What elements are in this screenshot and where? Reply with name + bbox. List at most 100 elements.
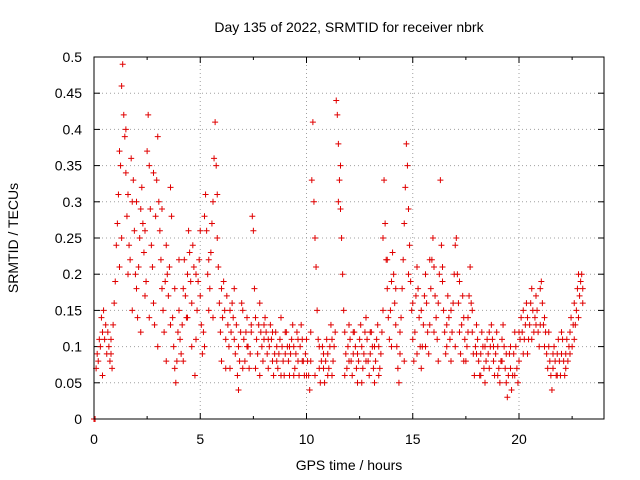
data-point	[133, 285, 140, 292]
data-point	[359, 365, 366, 372]
data-point	[149, 263, 156, 270]
data-point	[372, 358, 379, 365]
data-point	[398, 314, 405, 321]
data-point	[273, 343, 280, 350]
data-point	[571, 336, 578, 343]
data-point	[97, 343, 104, 350]
data-point	[193, 271, 199, 278]
data-point	[349, 372, 356, 379]
data-point	[448, 307, 454, 314]
data-point	[303, 372, 310, 379]
data-point	[312, 372, 318, 379]
data-point	[414, 263, 420, 270]
data-point	[366, 372, 373, 379]
data-point	[460, 358, 467, 365]
data-point	[152, 213, 159, 220]
data-point	[336, 177, 343, 184]
data-point	[293, 329, 300, 336]
data-point	[201, 213, 208, 220]
data-point	[453, 235, 460, 241]
data-point	[352, 343, 359, 350]
data-point	[443, 321, 450, 328]
data-point	[572, 321, 579, 328]
data-point	[146, 162, 153, 169]
data-point	[544, 365, 551, 372]
data-point	[252, 365, 259, 372]
data-point	[473, 321, 480, 328]
data-point	[222, 365, 229, 372]
data-point	[167, 184, 174, 191]
data-point	[204, 271, 211, 278]
data-point	[495, 365, 502, 372]
data-point	[163, 242, 170, 249]
data-point	[138, 184, 145, 191]
y-tick-label: 0	[74, 411, 82, 427]
data-point	[501, 343, 508, 350]
data-point	[303, 336, 310, 343]
data-point	[397, 350, 403, 357]
data-point	[165, 292, 172, 299]
data-point	[346, 358, 352, 365]
data-point	[533, 321, 539, 328]
data-point	[115, 191, 122, 198]
data-point	[465, 329, 471, 336]
data-point	[286, 343, 293, 350]
data-point	[267, 321, 274, 328]
data-point	[234, 372, 241, 379]
data-point	[184, 271, 191, 278]
data-point	[131, 227, 138, 234]
data-point	[170, 343, 177, 350]
data-point	[421, 292, 428, 299]
data-point	[384, 285, 391, 292]
data-point	[408, 307, 415, 314]
data-point	[108, 336, 114, 343]
data-point	[302, 350, 309, 357]
data-point	[155, 198, 162, 205]
y-tick-label: 0.4	[63, 121, 83, 137]
data-point	[134, 314, 141, 321]
data-point	[340, 307, 347, 314]
data-point	[537, 285, 544, 292]
data-point	[355, 358, 362, 365]
data-point	[361, 329, 368, 336]
data-point	[392, 321, 399, 328]
data-point	[246, 365, 253, 372]
data-point	[241, 358, 248, 365]
data-point	[120, 111, 127, 118]
data-point	[199, 350, 206, 357]
data-point	[486, 329, 493, 336]
data-point	[159, 206, 165, 213]
data-point	[151, 321, 158, 328]
data-point	[384, 256, 391, 263]
data-point	[439, 278, 446, 285]
y-tick-label: 0.2	[63, 266, 83, 282]
data-point	[150, 169, 157, 176]
data-point	[533, 292, 539, 299]
data-point	[257, 329, 264, 336]
y-tick-label: 0.25	[55, 230, 82, 246]
data-point	[126, 242, 133, 249]
data-point	[409, 336, 416, 343]
data-point	[207, 249, 214, 256]
data-point	[307, 329, 314, 336]
data-point	[122, 126, 129, 133]
data-point	[188, 300, 195, 307]
data-point	[343, 365, 350, 372]
data-point	[288, 336, 295, 343]
data-point	[482, 343, 488, 350]
grid-lines	[94, 57, 604, 419]
data-point	[101, 336, 108, 343]
data-point	[315, 336, 322, 343]
data-point	[235, 343, 242, 350]
data-point	[312, 235, 318, 241]
data-point	[422, 271, 429, 278]
data-point	[154, 343, 161, 350]
data-point	[244, 314, 250, 321]
data-point	[494, 372, 501, 379]
data-point	[201, 343, 208, 350]
data-point	[442, 350, 449, 357]
data-point	[167, 321, 174, 328]
data-point	[333, 97, 340, 104]
data-point	[405, 271, 412, 278]
data-point	[371, 379, 378, 386]
